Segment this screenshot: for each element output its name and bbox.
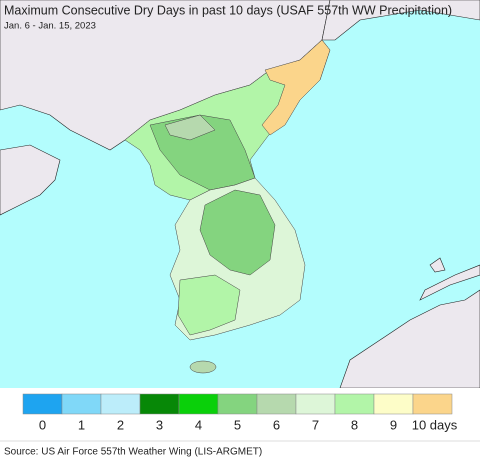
- shandong-land: [0, 144, 61, 216]
- source: Source: US Air Force 557th Weather Wing …: [4, 447, 262, 458]
- sw-sk: [177, 274, 241, 336]
- legend-swatch: [295, 393, 336, 415]
- legend-swatch: [61, 393, 102, 415]
- legend-swatch: [412, 393, 453, 415]
- title: Maximum Consecutive Dry Days in past 10 …: [4, 3, 452, 17]
- legend-label: 6: [273, 417, 280, 432]
- legend-swatch: [100, 393, 141, 415]
- legend-swatch: [178, 393, 219, 415]
- japan-north: [429, 257, 446, 273]
- legend-label: 0: [39, 417, 46, 432]
- legend: 0 1 2 3 4 5 6 7 8 9 10 days: [22, 393, 458, 432]
- ne-dry-area: [261, 39, 331, 136]
- legend-swatch: [334, 393, 375, 415]
- legend-label: 3: [156, 417, 163, 432]
- legend-label: 7: [312, 417, 319, 432]
- central-sk: [199, 189, 276, 276]
- legend-label: 2: [117, 417, 124, 432]
- russia-land: [321, 0, 480, 41]
- legend-label: 9: [390, 417, 397, 432]
- legend-swatch: [139, 393, 180, 415]
- legend-swatch: [256, 393, 297, 415]
- jeju: [189, 360, 217, 374]
- japan-island: [419, 264, 480, 301]
- legend-swatch: [373, 393, 414, 415]
- japan-land: [339, 289, 480, 389]
- legend-label: 10 days: [412, 417, 458, 432]
- legend-swatch: [217, 393, 258, 415]
- legend-label: 8: [351, 417, 358, 432]
- nw-nk: [164, 114, 216, 141]
- subtitle: Jan. 6 - Jan. 15, 2023: [4, 21, 96, 32]
- legend-label: 4: [195, 417, 202, 432]
- map: [0, 0, 480, 389]
- legend-label: 1: [78, 417, 85, 432]
- legend-label: 5: [234, 417, 241, 432]
- legend-swatch: [22, 393, 63, 415]
